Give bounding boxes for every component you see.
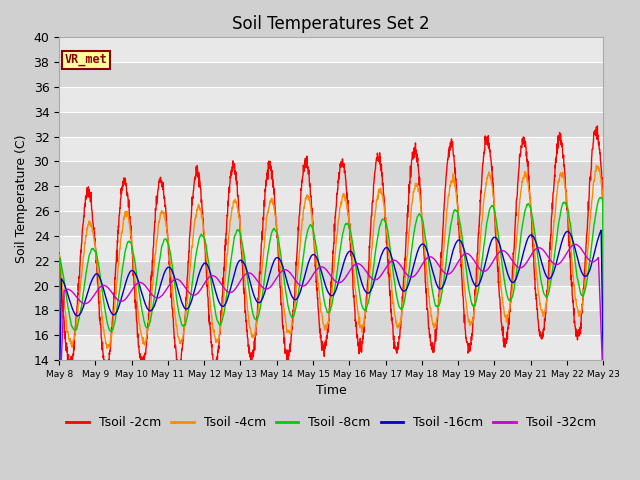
Bar (59, 161, 603, 186)
Legend: Tsoil -2cm, Tsoil -4cm, Tsoil -8cm, Tsoil -16cm, Tsoil -32cm: Tsoil -2cm, Tsoil -4cm, Tsoil -8cm, Tsoi… (61, 411, 601, 434)
Bar (59, 286, 603, 311)
Bar (59, 112, 603, 137)
Bar (59, 186, 603, 211)
Bar (59, 137, 603, 161)
Bar (59, 335, 603, 360)
Bar (59, 87, 603, 112)
Bar (59, 62, 603, 87)
Bar (59, 311, 603, 335)
Title: Soil Temperatures Set 2: Soil Temperatures Set 2 (232, 15, 430, 33)
Bar (59, 37, 603, 62)
Text: VR_met: VR_met (65, 53, 108, 66)
Bar (59, 261, 603, 286)
Bar (59, 211, 603, 236)
Bar (59, 236, 603, 261)
Y-axis label: Soil Temperature (C): Soil Temperature (C) (15, 134, 28, 263)
X-axis label: Time: Time (316, 384, 346, 397)
